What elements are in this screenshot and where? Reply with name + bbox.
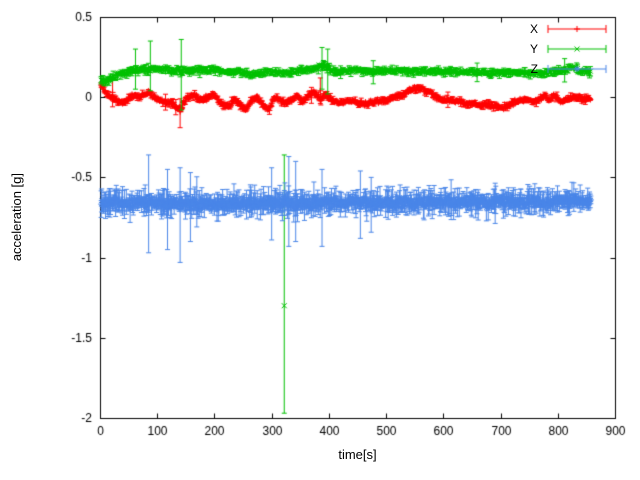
y-axis-label: acceleration [g]: [8, 173, 24, 262]
x-axis-label: time[s]: [338, 447, 377, 462]
legend-label-y: Y: [529, 42, 538, 56]
legend-label-z: Z: [530, 62, 538, 76]
legend-label-x: X: [529, 22, 538, 36]
y-axis-label-wrap: acceleration [g]: [6, 17, 26, 418]
